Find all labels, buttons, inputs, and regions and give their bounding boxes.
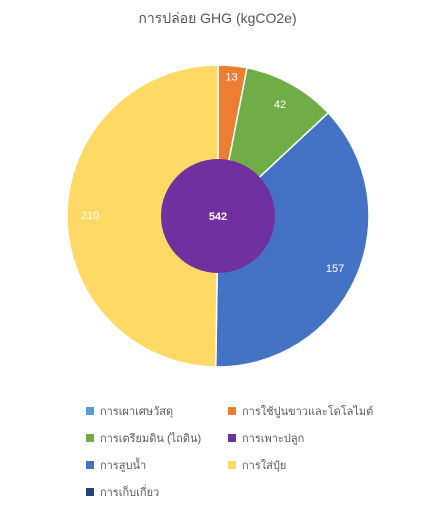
- pie-chart: 13 42 157 210 542: [66, 64, 370, 368]
- legend-swatch: [86, 407, 94, 415]
- legend-swatch: [228, 407, 236, 415]
- legend-item[interactable]: การเผาเศษวัสดุ: [86, 400, 222, 422]
- legend-label: การเผาเศษวัสดุ: [100, 406, 174, 418]
- legend-swatch: [228, 461, 236, 469]
- chart-legend: การเผาเศษวัสดุ การใช้ปูนขาวและโดโลไมต์การ…: [86, 400, 386, 503]
- legend-label: การเพาะปลูก: [242, 433, 305, 445]
- legend-label: การสูบน้ำ: [100, 460, 147, 472]
- legend-swatch: [86, 488, 94, 496]
- legend-label: การใช้ปูนขาวและโดโลไมต์: [242, 406, 374, 418]
- legend-item[interactable]: การสูบน้ำ: [86, 454, 222, 476]
- inner-data-label: 542: [209, 211, 227, 223]
- legend-swatch: [86, 434, 94, 442]
- legend-label: การใส่ปุ๋ย: [242, 460, 287, 472]
- inner-pie-slice: [161, 159, 275, 273]
- legend-label: การเก็บเกี่ยว: [100, 487, 160, 499]
- legend-item[interactable]: การเตรียมดิน (ไถดิน): [86, 427, 222, 449]
- legend-swatch: [228, 434, 236, 442]
- slice-data-label-3: 157: [326, 263, 344, 275]
- slice-data-label-1: 13: [225, 72, 237, 84]
- legend-label: การเตรียมดิน (ไถดิน): [100, 433, 202, 445]
- slice-data-label-4: 210: [81, 210, 99, 222]
- pie-slice-3: [214, 111, 370, 368]
- legend-item[interactable]: การเก็บเกี่ยว: [86, 481, 222, 503]
- legend-item[interactable]: การเพาะปลูก: [228, 427, 378, 449]
- chart-title: การปล่อย GHG (kgCO2e): [138, 10, 297, 26]
- pie-slice-4: [66, 64, 219, 368]
- legend-item[interactable]: การใช้ปูนขาวและโดโลไมต์: [228, 400, 378, 422]
- slice-data-label-2: 42: [274, 99, 286, 111]
- legend-item[interactable]: การใส่ปุ๋ย: [228, 454, 378, 476]
- legend-swatch: [86, 461, 94, 469]
